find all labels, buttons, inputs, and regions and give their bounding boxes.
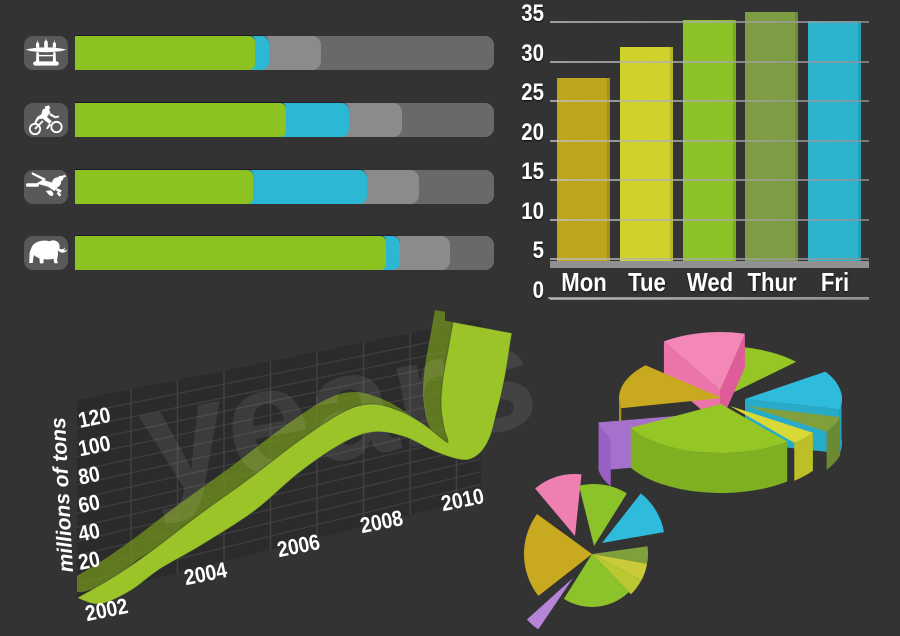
svg-text:20: 20 [76,547,102,575]
svg-text:40: 40 [76,519,102,547]
svg-text:60: 60 [76,490,102,518]
svg-text:80: 80 [76,462,102,490]
svg-text:millions of tons: millions of tons [47,417,78,573]
